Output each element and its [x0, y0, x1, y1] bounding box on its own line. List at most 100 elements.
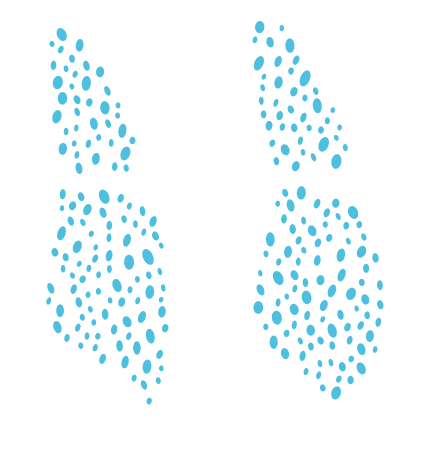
- spot: [253, 301, 264, 314]
- spot: [253, 56, 264, 71]
- spot: [111, 162, 118, 171]
- spot: [281, 214, 287, 224]
- spot: [87, 305, 93, 313]
- spot: [92, 254, 99, 263]
- spot: [265, 120, 273, 131]
- spot: [292, 284, 298, 293]
- spot: [296, 186, 306, 200]
- spot: [252, 36, 258, 44]
- spot: [139, 206, 146, 217]
- spot: [124, 254, 135, 270]
- spot: [337, 309, 344, 320]
- spot: [116, 340, 123, 352]
- spot: [158, 296, 164, 303]
- spot: [83, 60, 90, 71]
- spot: [53, 320, 62, 334]
- spot: [146, 397, 152, 405]
- spot: [77, 192, 85, 202]
- spot: [342, 144, 348, 152]
- spot: [129, 136, 136, 145]
- spot: [290, 123, 298, 133]
- spot: [91, 152, 100, 165]
- spot: [92, 343, 98, 352]
- spot: [106, 233, 112, 243]
- spot: [100, 101, 110, 115]
- lower-right-cluster: [253, 186, 384, 400]
- spot: [79, 313, 85, 321]
- spot: [362, 263, 370, 273]
- spot: [142, 248, 154, 265]
- spot: [56, 28, 67, 41]
- spot: [86, 264, 92, 272]
- spot: [260, 110, 267, 119]
- spot: [372, 346, 378, 353]
- spot: [301, 216, 307, 225]
- spot: [72, 70, 78, 78]
- spot: [361, 294, 370, 305]
- spot: [99, 353, 107, 364]
- spot: [59, 189, 66, 200]
- spot: [337, 268, 346, 282]
- spot: [75, 39, 84, 52]
- spot: [98, 189, 110, 204]
- spot: [344, 322, 351, 332]
- spot: [49, 40, 55, 47]
- spot: [346, 287, 356, 300]
- spot: [329, 341, 336, 350]
- spot: [274, 56, 282, 67]
- spot: [273, 157, 280, 166]
- spot: [274, 76, 283, 89]
- spot: [70, 284, 77, 294]
- spot: [127, 286, 133, 294]
- spot: [306, 324, 316, 336]
- spot: [152, 231, 159, 241]
- spot: [314, 238, 322, 248]
- spot: [297, 136, 304, 145]
- spot: [157, 267, 163, 276]
- spot: [323, 208, 331, 218]
- spot: [272, 271, 284, 285]
- spot: [328, 358, 334, 367]
- spot: [51, 248, 59, 257]
- spot: [331, 386, 342, 400]
- spot: [64, 333, 70, 342]
- spot: [365, 330, 374, 343]
- spot: [74, 107, 81, 117]
- spot: [307, 225, 317, 237]
- spot: [336, 248, 346, 262]
- spot: [326, 233, 333, 242]
- spot: [318, 137, 330, 152]
- spot: [354, 305, 359, 312]
- spot: [377, 300, 384, 310]
- spot: [263, 323, 269, 331]
- spot: [292, 55, 300, 65]
- spot: [316, 275, 325, 286]
- spot: [122, 316, 132, 328]
- spot: [95, 66, 105, 78]
- spot: [104, 85, 111, 96]
- spot: [330, 107, 336, 113]
- spot: [155, 377, 161, 384]
- spot: [307, 342, 314, 351]
- spot: [266, 36, 274, 48]
- spot: [364, 311, 371, 320]
- spot: [156, 349, 163, 359]
- spot: [335, 212, 341, 221]
- spot: [59, 205, 65, 212]
- spot: [280, 144, 290, 156]
- spot: [69, 272, 75, 279]
- spot: [291, 320, 297, 330]
- spot: [271, 310, 282, 325]
- spot: [135, 297, 141, 305]
- spot: [63, 65, 69, 73]
- spot: [319, 384, 326, 392]
- spot: [105, 119, 112, 128]
- spot: [279, 24, 285, 32]
- spot: [269, 139, 276, 147]
- spot: [332, 198, 340, 208]
- spot: [324, 117, 331, 125]
- spot: [276, 258, 282, 266]
- spot: [312, 98, 322, 114]
- spot: [269, 335, 278, 349]
